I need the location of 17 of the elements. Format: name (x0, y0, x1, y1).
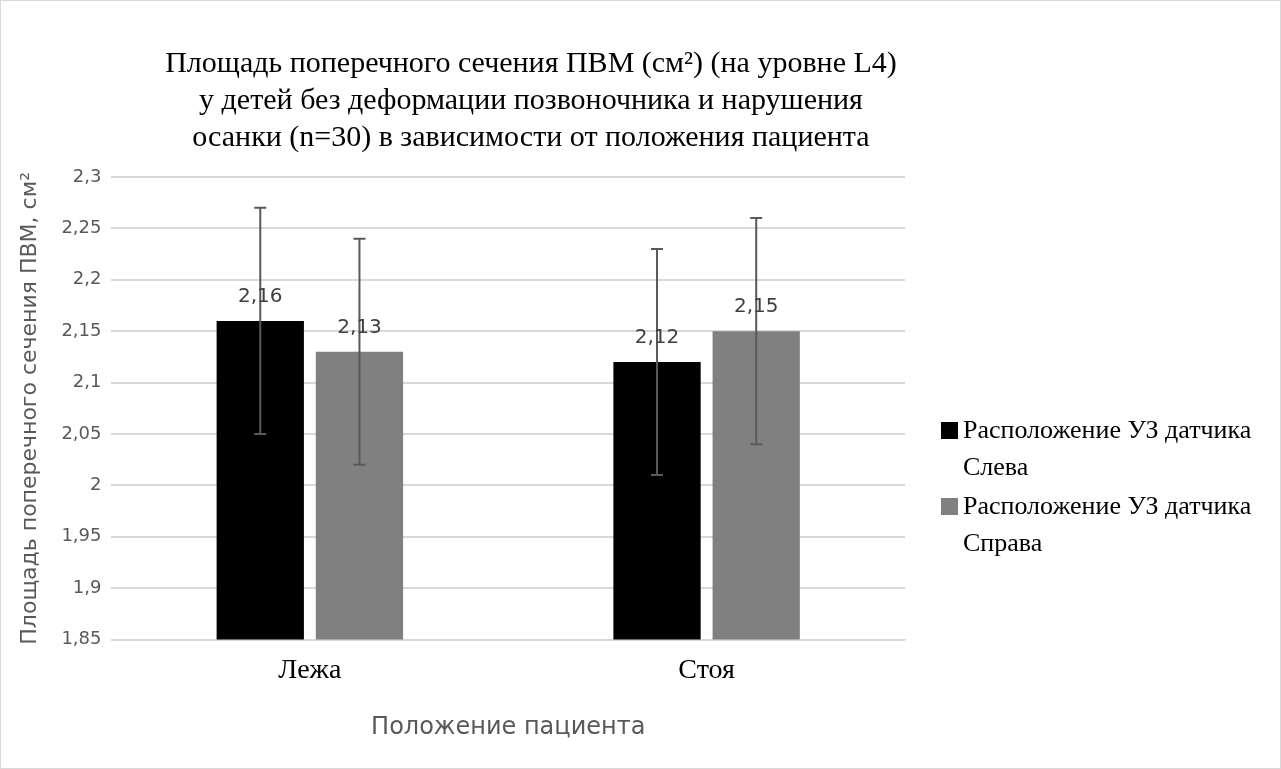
y-tick-label: 2,25 (61, 216, 102, 238)
y-tick-label: 2,3 (72, 164, 102, 186)
y-tick-label: 2,05 (61, 421, 102, 443)
y-tick-label: 2,15 (61, 318, 102, 340)
x-tick-label: Лежа (278, 652, 342, 684)
y-tick-label: 1,9 (72, 575, 102, 597)
legend-label: Расположение УЗ датчика Справа (963, 491, 1252, 557)
y-tick-label: 1,85 (61, 627, 102, 649)
y-tick-label: 1,95 (61, 524, 102, 546)
chart-title: Площадь поперечного сечения ПВМ (см²) (на уровне L4) у детей без деформации позвоночника и нарушения осанки (n=30) в зависимости от положения пациента (164, 44, 898, 154)
x-tick-label: Стоя (678, 652, 735, 684)
y-tick-label: 2 (90, 473, 102, 495)
legend-label: Расположение УЗ датчика Слева (963, 415, 1252, 481)
y-tick-label: 2,2 (72, 267, 102, 289)
y-tick-label: 2,1 (72, 370, 102, 392)
x-axis-title: Положение пациента (371, 711, 646, 740)
y-axis-title: Площадь поперечного сечения ПВМ, см² (15, 171, 41, 645)
